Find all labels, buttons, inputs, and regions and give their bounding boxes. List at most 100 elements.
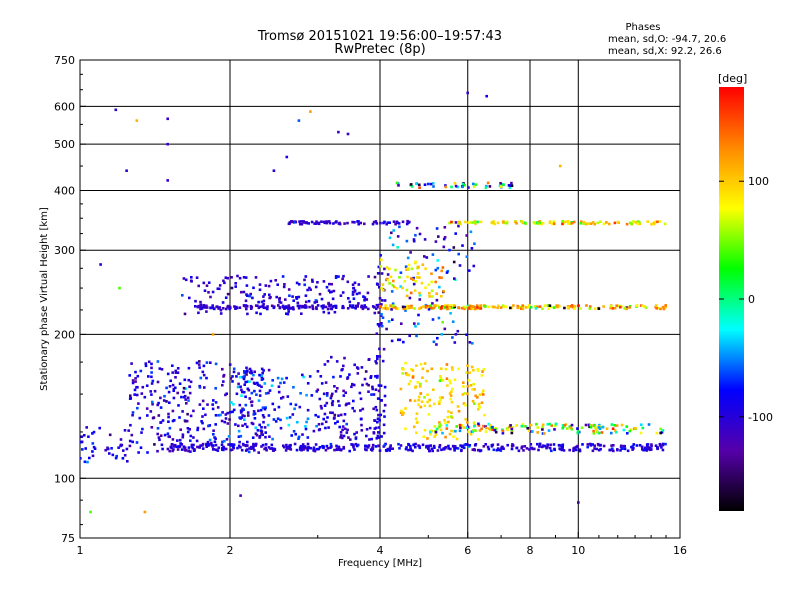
o-mode-echo-point — [172, 389, 175, 392]
x-mode-echo-point — [440, 367, 443, 370]
o-mode-echo-point — [375, 437, 379, 440]
o-mode-echo-point — [179, 428, 182, 431]
x-mode-echo-point — [477, 404, 481, 407]
x-mode-echo-point — [589, 222, 593, 225]
x-mode-echo-point — [508, 425, 511, 429]
o-mode-echo-point — [510, 447, 514, 451]
o-mode-echo-point — [378, 286, 381, 289]
o-mode-echo-point — [253, 417, 257, 420]
o-mode-echo-point — [269, 296, 272, 299]
x-mode-echo-point — [466, 304, 470, 308]
x-mode-echo-point — [426, 393, 429, 396]
o-mode-echo-point — [367, 275, 370, 278]
o-mode-echo-point — [529, 446, 533, 450]
o-mode-echo-point — [298, 304, 301, 308]
x-mode-echo-point — [413, 307, 416, 310]
x-mode-echo-point — [479, 305, 482, 308]
x-mode-echo-point — [602, 305, 605, 308]
o-mode-echo-point — [136, 374, 140, 378]
x-mode-echo-point — [467, 430, 470, 434]
x-mode-echo-point — [472, 369, 475, 372]
o-mode-echo-point — [245, 425, 249, 429]
x-mode-echo-point — [440, 269, 443, 273]
o-mode-echo-point — [362, 295, 365, 298]
x-mode-echo-point — [442, 289, 445, 293]
x-mode-echo-point — [404, 372, 408, 375]
o-mode-echo-point — [453, 445, 457, 448]
x-mode-echo-point — [602, 222, 606, 226]
x-mode-echo-point — [630, 222, 633, 225]
o-mode-echo-point — [417, 444, 420, 447]
x-mode-echo-point — [493, 429, 497, 432]
o-mode-echo-point — [466, 443, 469, 446]
o-mode-echo-point — [327, 311, 331, 315]
o-mode-echo-point — [372, 431, 376, 435]
x-mode-echo-point — [461, 182, 465, 186]
o-mode-echo-point — [482, 445, 486, 448]
x-mode-echo-point — [410, 185, 414, 188]
o-mode-echo-point — [572, 447, 575, 450]
x-mode-echo-point — [449, 397, 452, 401]
x-mode-echo-point — [515, 222, 518, 225]
o-mode-echo-point — [449, 447, 452, 451]
o-mode-echo-point — [425, 444, 428, 448]
o-mode-echo-point — [348, 373, 351, 376]
x-mode-echo-point — [467, 186, 470, 189]
x-mode-echo-point — [508, 184, 512, 187]
o-mode-echo-point — [341, 428, 344, 432]
x-mode-echo-point — [646, 220, 649, 223]
x-mode-echo-point — [444, 435, 447, 439]
o-mode-echo-point — [306, 417, 310, 421]
o-mode-echo-point — [214, 401, 218, 404]
o-mode-echo-point — [169, 379, 172, 383]
o-mode-echo-point — [266, 305, 269, 308]
phases-mean-x: mean, sd,X: 92.2, 26.6 — [608, 46, 722, 57]
o-mode-echo-point — [643, 446, 647, 450]
o-mode-echo-point — [658, 442, 662, 446]
o-mode-echo-point — [351, 220, 354, 224]
o-mode-echo-point — [266, 423, 270, 427]
o-mode-echo-point — [202, 306, 206, 309]
x-mode-echo-point — [588, 307, 592, 310]
x-mode-echo-point — [431, 295, 434, 298]
o-mode-echo-point — [520, 445, 524, 448]
o-mode-echo-point — [150, 366, 153, 370]
x-mode-echo-point — [446, 384, 449, 387]
x-mode-echo-point — [458, 429, 462, 433]
colorbar-tick-label: -100 — [748, 411, 773, 424]
o-mode-echo-point — [325, 285, 329, 289]
o-mode-echo-point — [185, 419, 189, 423]
o-mode-echo-point — [277, 390, 281, 394]
x-mode-echo-point — [426, 182, 430, 186]
o-mode-echo-point — [172, 445, 176, 448]
o-mode-echo-point — [440, 333, 444, 336]
o-mode-echo-point — [375, 282, 379, 286]
o-mode-echo-point — [329, 290, 332, 294]
x-mode-echo-point — [521, 304, 524, 307]
o-mode-echo-point — [176, 371, 180, 374]
x-mode-echo-point — [413, 425, 416, 429]
x-mode-echo-point — [407, 263, 411, 267]
o-mode-echo-point — [375, 408, 379, 412]
o-mode-echo-point — [230, 286, 234, 290]
o-mode-echo-point — [254, 426, 258, 430]
o-mode-echo-point — [179, 442, 182, 445]
o-mode-echo-point — [130, 362, 133, 365]
o-mode-echo-point — [188, 385, 191, 388]
o-mode-echo-point — [254, 276, 258, 279]
o-mode-echo-point — [245, 293, 248, 296]
isolated-echo-point — [211, 333, 215, 336]
x-mode-echo-point — [444, 367, 448, 371]
x-mode-echo-point — [473, 388, 476, 391]
o-mode-echo-point — [388, 221, 391, 224]
x-mode-echo-point — [462, 426, 466, 429]
o-mode-echo-point — [380, 312, 383, 316]
o-mode-echo-point — [383, 385, 387, 389]
x-mode-echo-point — [615, 424, 619, 427]
o-mode-echo-point — [330, 307, 334, 311]
o-mode-echo-point — [298, 222, 302, 226]
o-mode-echo-point — [115, 454, 118, 458]
x-mode-echo-point — [438, 379, 442, 382]
o-mode-echo-point — [300, 220, 303, 223]
o-mode-echo-point — [238, 306, 242, 309]
